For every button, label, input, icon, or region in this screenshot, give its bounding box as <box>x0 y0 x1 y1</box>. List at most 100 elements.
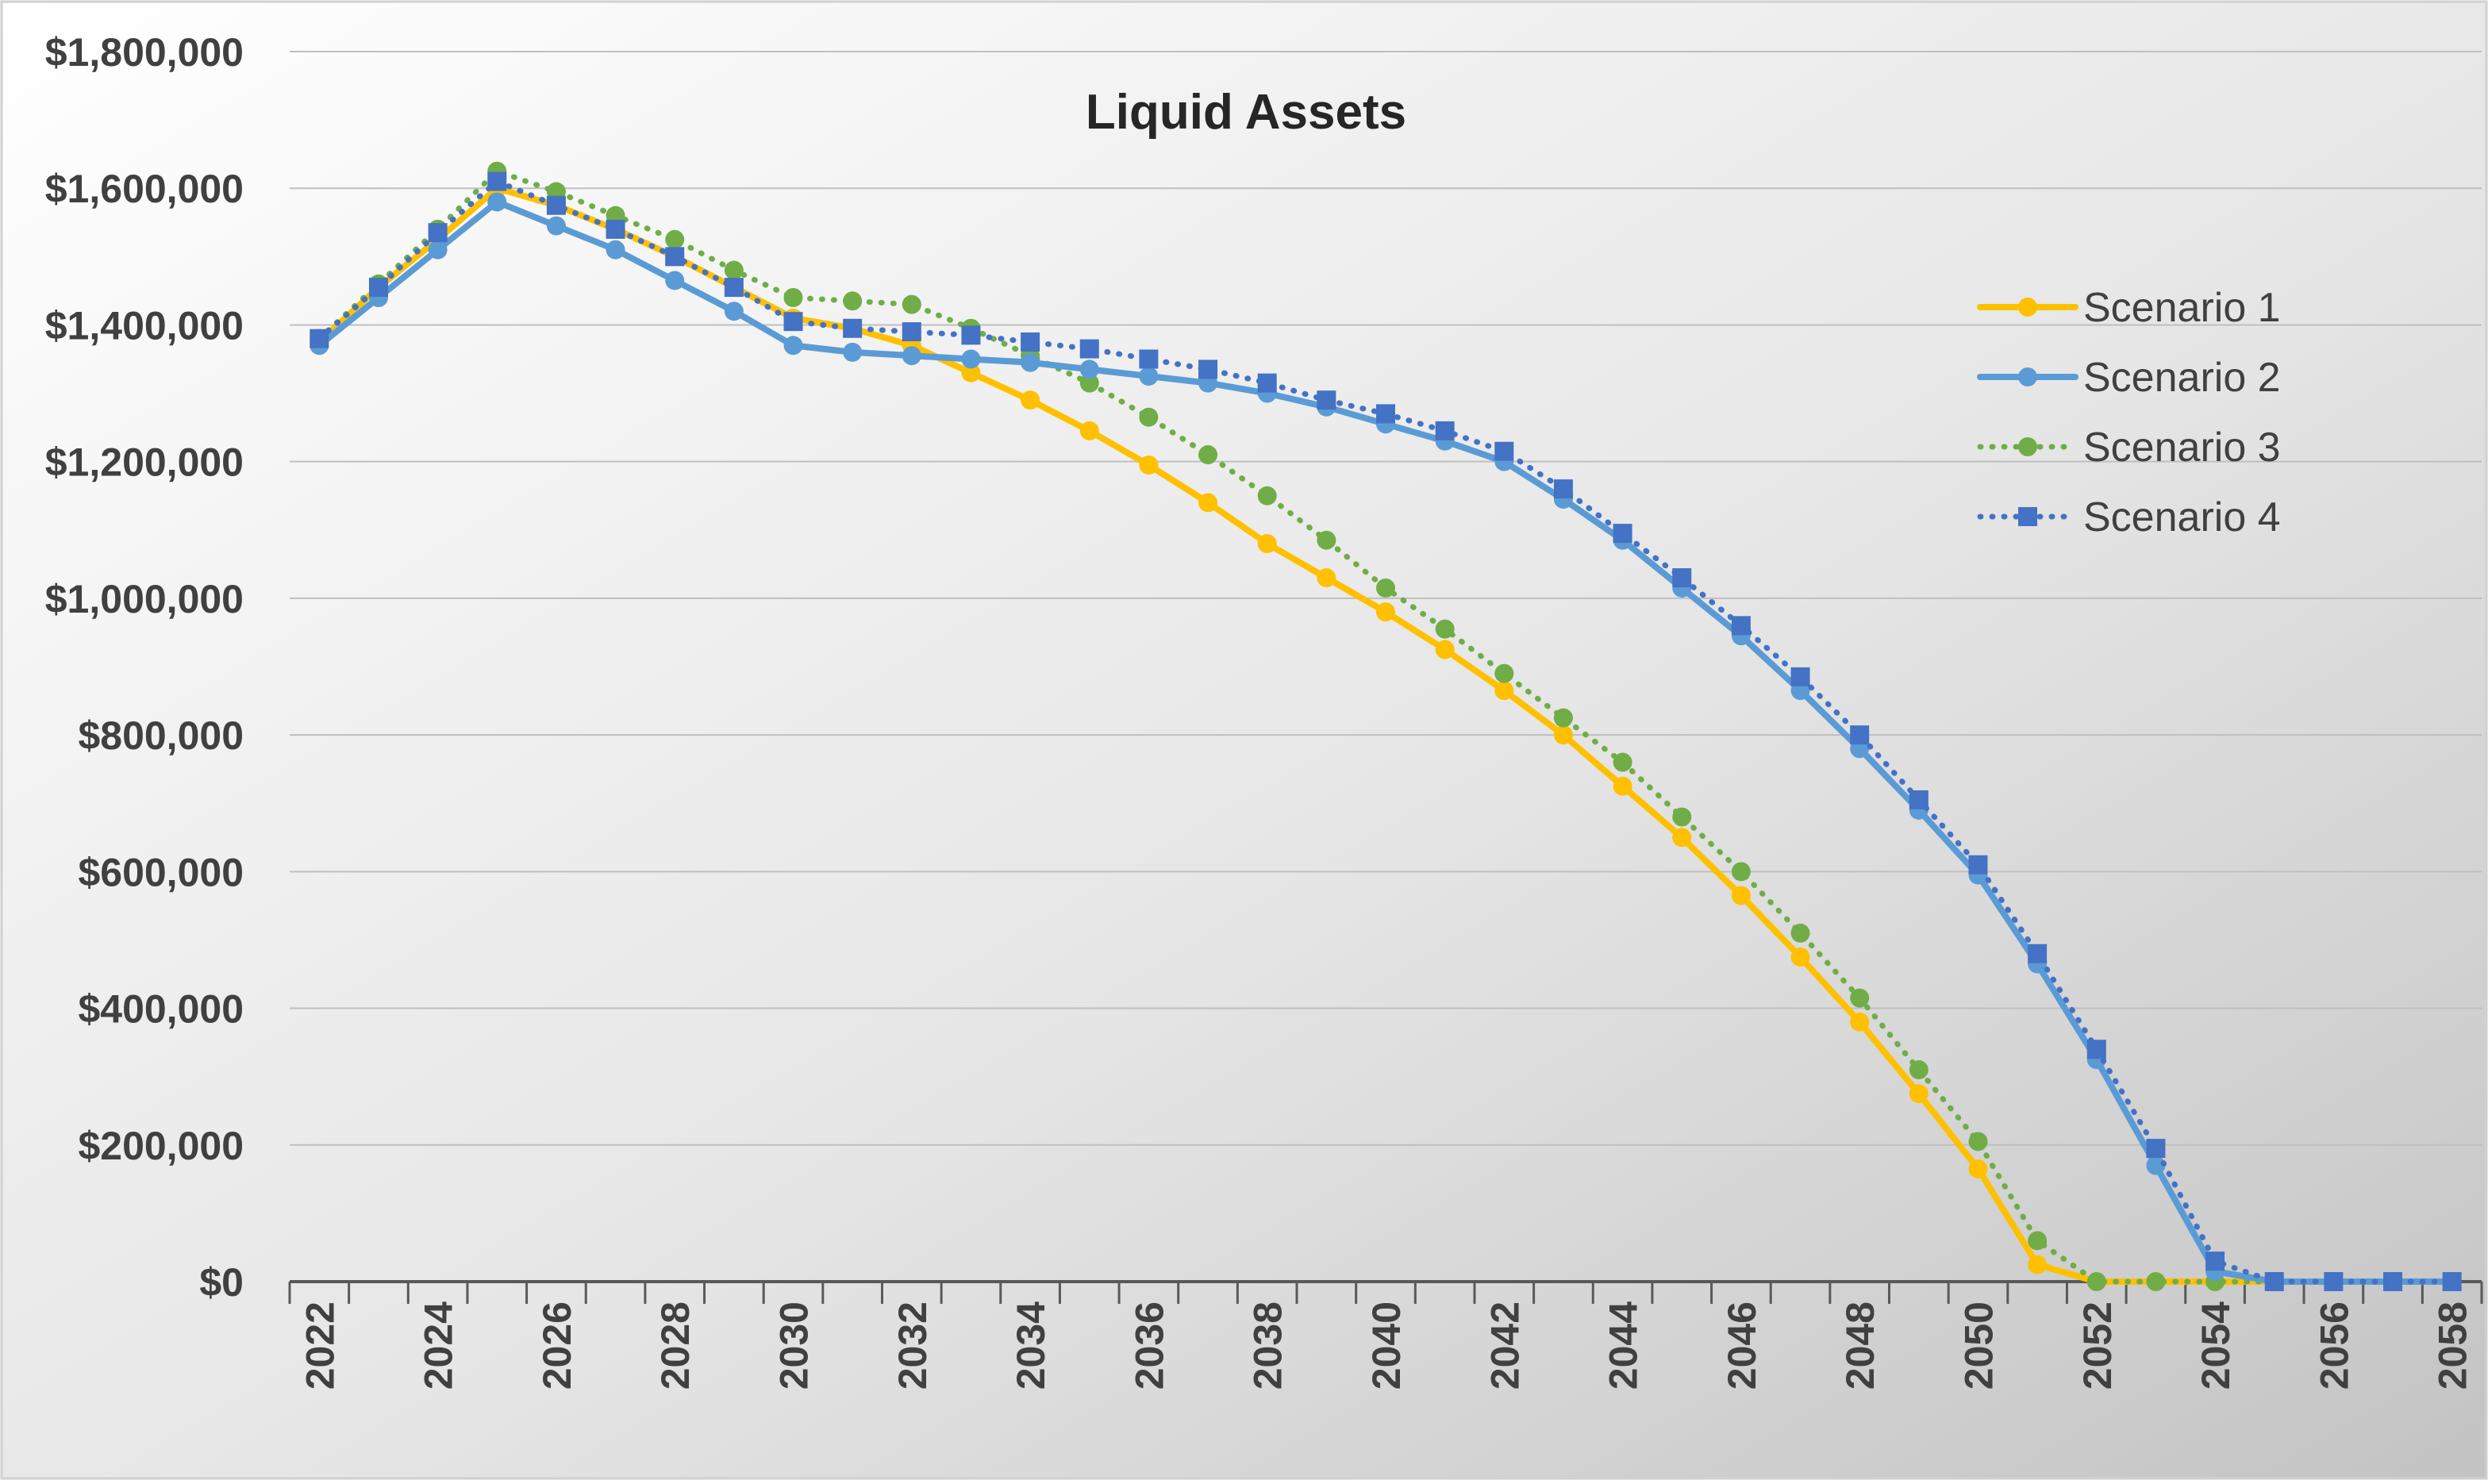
data-point <box>2324 1272 2344 1291</box>
data-point <box>724 278 744 298</box>
x-tick-label: 2032 <box>890 1301 935 1390</box>
data-point <box>1731 616 1751 636</box>
data-point <box>783 336 803 356</box>
y-tick-label: $600,000 <box>78 850 244 894</box>
data-point <box>606 240 625 260</box>
data-point <box>1494 663 1514 683</box>
data-point <box>1613 752 1632 772</box>
data-point <box>2086 1040 2106 1059</box>
y-tick-label: $800,000 <box>78 713 244 758</box>
data-point <box>1317 530 1336 550</box>
data-point <box>1909 1060 1928 1080</box>
data-point <box>1257 534 1277 553</box>
data-point <box>1435 619 1455 639</box>
data-point <box>1968 855 1988 875</box>
data-point <box>1731 886 1751 905</box>
data-point <box>1317 568 1336 588</box>
data-point <box>902 346 921 366</box>
x-tick-label: 2024 <box>417 1301 461 1390</box>
legend-label: Scenario 2 <box>2083 355 2281 401</box>
data-point <box>1079 359 1099 379</box>
x-tick-label: 2056 <box>2312 1301 2356 1390</box>
x-tick-label: 2052 <box>2075 1301 2120 1390</box>
data-point <box>1376 602 1395 622</box>
data-point <box>310 329 329 348</box>
legend-item: Scenario 2 <box>1977 355 2281 401</box>
data-point <box>1790 923 1810 943</box>
data-point <box>843 342 863 362</box>
data-point <box>1198 359 1218 379</box>
data-point <box>2028 944 2048 963</box>
data-point <box>1553 479 1573 499</box>
data-point <box>1672 568 1692 588</box>
data-point <box>783 312 803 332</box>
x-tick-label: 2048 <box>1838 1301 1882 1390</box>
x-tick-label: 2022 <box>298 1301 342 1390</box>
data-point <box>546 195 566 215</box>
y-tick-label: $200,000 <box>78 1124 244 1168</box>
y-tick-label: $0 <box>199 1260 244 1305</box>
data-point <box>1968 1159 1988 1178</box>
data-point <box>843 291 863 311</box>
x-tick-label: 2058 <box>2431 1301 2475 1390</box>
data-point <box>487 171 507 191</box>
data-point <box>1198 445 1218 465</box>
data-point <box>724 260 744 280</box>
data-point <box>1553 725 1573 745</box>
data-point <box>1257 373 1277 393</box>
y-tick-label: $1,800,000 <box>45 30 244 75</box>
x-tick-label: 2042 <box>1482 1301 1527 1390</box>
data-point <box>665 271 685 290</box>
data-point <box>1021 332 1040 352</box>
legend-marker <box>2018 507 2037 526</box>
data-point <box>1850 725 1870 745</box>
data-point <box>1139 407 1159 427</box>
data-point <box>2146 1155 2166 1175</box>
data-point <box>783 288 803 307</box>
legend-marker <box>2018 437 2037 456</box>
data-point <box>1079 421 1099 440</box>
data-point <box>1672 807 1692 827</box>
data-point <box>2028 1231 2048 1251</box>
y-tick-label: $1,200,000 <box>45 440 244 485</box>
legend-marker <box>2018 367 2037 386</box>
legend-item: Scenario 4 <box>1977 494 2281 540</box>
data-point <box>961 363 981 383</box>
data-point <box>1079 339 1099 359</box>
data-point <box>1553 708 1573 728</box>
legend-item: Scenario 1 <box>1977 285 2281 331</box>
data-point <box>1494 681 1514 701</box>
data-point <box>1079 373 1099 393</box>
data-point <box>1613 524 1632 544</box>
data-point <box>1790 667 1810 686</box>
data-point <box>2383 1272 2403 1291</box>
data-point <box>1850 988 1870 1008</box>
data-point <box>1021 352 1040 372</box>
x-tick-label: 2028 <box>653 1301 698 1390</box>
legend-marker <box>2018 298 2037 317</box>
x-tick-label: 2034 <box>1009 1301 1053 1390</box>
legend-label: Scenario 4 <box>2083 494 2281 540</box>
data-point <box>428 240 448 260</box>
data-point <box>1909 1084 1928 1104</box>
data-point <box>1790 947 1810 967</box>
data-point <box>1435 640 1455 659</box>
data-point <box>1198 493 1218 513</box>
x-tick-label: 2050 <box>1956 1301 2001 1390</box>
x-tick-label: 2030 <box>772 1301 817 1390</box>
data-point <box>1968 1132 1988 1151</box>
data-point <box>1909 790 1928 809</box>
data-point <box>1494 441 1514 461</box>
data-point <box>2442 1272 2462 1291</box>
data-point <box>1139 349 1159 369</box>
data-point <box>665 247 685 267</box>
x-tick-label: 2040 <box>1364 1301 1409 1390</box>
chart-title: Liquid Assets <box>1086 85 1406 140</box>
y-tick-label: $400,000 <box>78 987 244 1032</box>
data-point <box>2086 1272 2106 1291</box>
data-point <box>724 302 744 321</box>
x-tick-label: 2046 <box>1720 1301 1764 1390</box>
data-point <box>2205 1251 2225 1271</box>
